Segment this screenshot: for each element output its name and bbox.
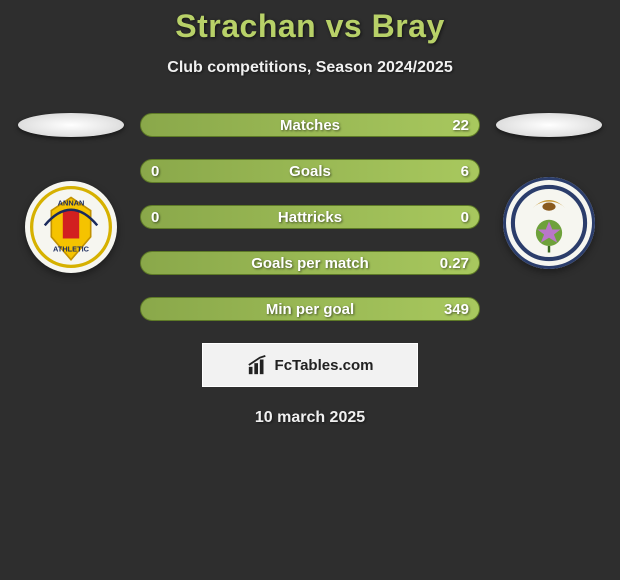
comparison-card: Strachan vs Bray Club competitions, Seas… (0, 0, 620, 427)
club-crest-left: ATHLETIC ANNAN (25, 181, 117, 273)
stat-bar-goals-per-match: Goals per match 0.27 (140, 251, 480, 275)
stat-right-value: 22 (452, 114, 469, 136)
stat-left-value: 0 (151, 160, 159, 182)
date-label: 10 march 2025 (0, 409, 620, 427)
subtitle: Club competitions, Season 2024/2025 (0, 59, 620, 77)
stat-right-value: 0 (461, 206, 469, 228)
club-crest-right-icon (508, 182, 590, 264)
svg-text:ATHLETIC: ATHLETIC (53, 245, 90, 254)
stats-bars: Matches 22 0 Goals 6 0 Hattricks 0 Goals… (140, 113, 480, 321)
left-column: ATHLETIC ANNAN (16, 113, 126, 273)
stat-bar-min-per-goal: Min per goal 349 (140, 297, 480, 321)
stat-label: Matches (280, 117, 340, 134)
stat-label: Min per goal (266, 301, 354, 318)
stat-bar-hattricks: 0 Hattricks 0 (140, 205, 480, 229)
brand-box[interactable]: FcTables.com (202, 343, 418, 387)
stat-bar-goals: 0 Goals 6 (140, 159, 480, 183)
player-photo-placeholder-left (18, 113, 124, 137)
stat-left-value: 0 (151, 206, 159, 228)
club-crest-right (503, 177, 595, 269)
stat-label: Goals (289, 163, 331, 180)
main-row: ATHLETIC ANNAN Matches 22 0 Goals 6 0 Ha… (0, 113, 620, 321)
stat-right-value: 0.27 (440, 252, 469, 274)
right-column (494, 113, 604, 269)
chart-icon (247, 354, 269, 376)
stat-label: Goals per match (251, 255, 369, 272)
brand-label: FcTables.com (275, 357, 374, 374)
stat-bar-matches: Matches 22 (140, 113, 480, 137)
svg-text:ANNAN: ANNAN (58, 199, 85, 208)
stat-right-value: 6 (461, 160, 469, 182)
club-crest-left-icon: ATHLETIC ANNAN (30, 186, 112, 268)
page-title: Strachan vs Bray (0, 8, 620, 45)
player-photo-placeholder-right (496, 113, 602, 137)
stat-right-value: 349 (444, 298, 469, 320)
stat-label: Hattricks (278, 209, 342, 226)
